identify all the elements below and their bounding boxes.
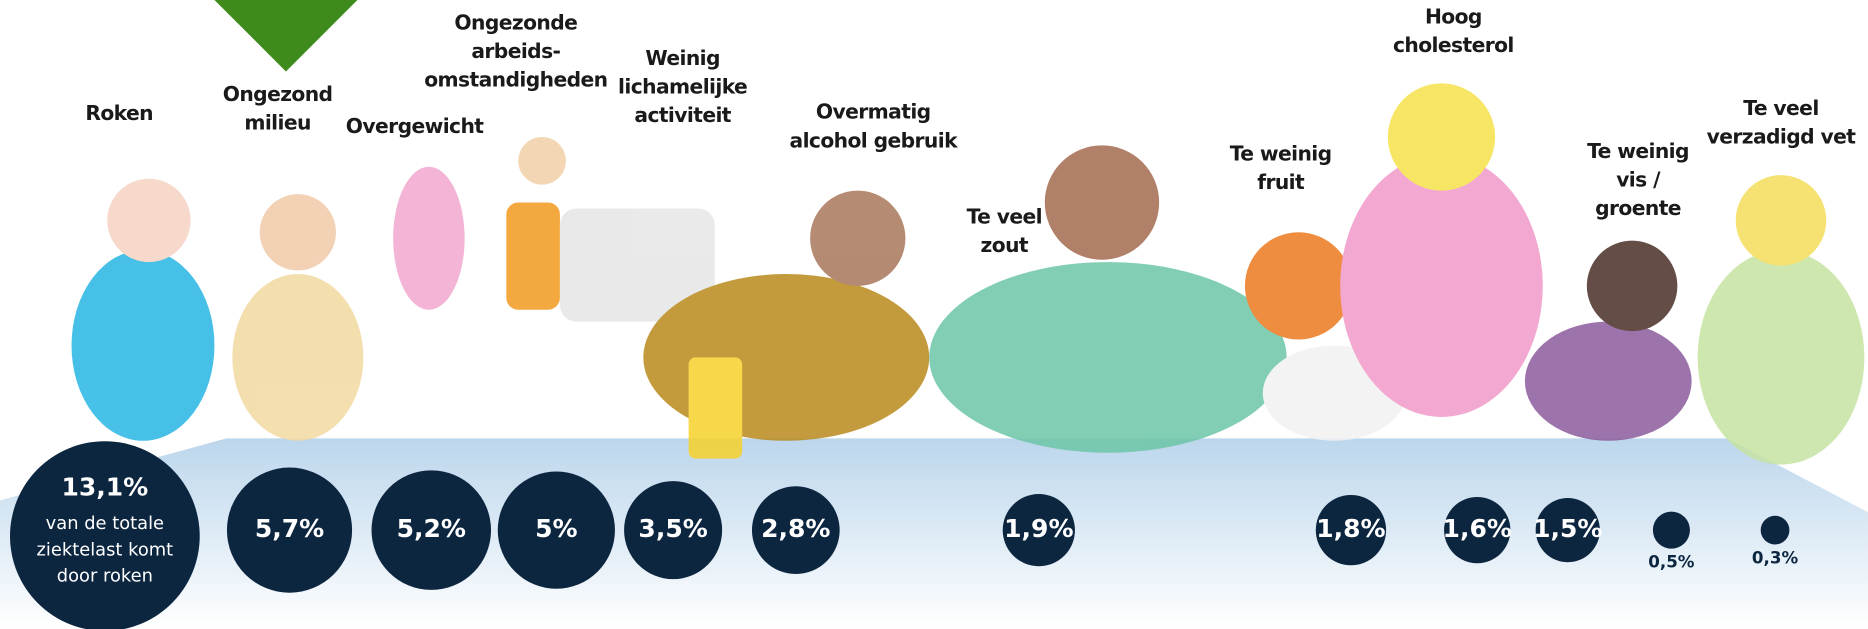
category-label: alcohol gebruik	[790, 128, 959, 152]
category-label: milieu	[244, 110, 311, 134]
category-label: Te weinig	[1587, 139, 1689, 163]
category-label: verzadigd vet	[1707, 125, 1857, 149]
category-label: Te veel	[967, 205, 1042, 229]
value-label: 1,8%	[1316, 514, 1385, 543]
value-label: 13,1%	[61, 472, 148, 501]
category-label: Overmatig	[816, 100, 931, 124]
category-label: arbeids-	[471, 39, 560, 63]
value-label: 5,2%	[397, 514, 466, 543]
value-label: 0,5%	[1648, 552, 1695, 571]
bubble	[10, 441, 200, 629]
category-label: Te veel	[1743, 96, 1818, 120]
category-label: Overgewicht	[346, 114, 484, 138]
annotation: van de totale	[46, 513, 164, 534]
infographic: Roken Ongezond milieu Overgewicht Ongezonde a…	[0, 0, 1868, 629]
value-label: 3,5%	[638, 514, 707, 543]
category-label: groente	[1595, 196, 1681, 220]
category-label: Ongezond	[223, 82, 333, 106]
value-label: 5%	[535, 514, 577, 543]
value-label: 1,9%	[1004, 514, 1073, 543]
category-label: cholesterol	[1393, 33, 1514, 57]
category-label: Weinig	[645, 46, 720, 70]
category-label: zout	[981, 233, 1029, 257]
category-label: Roken	[85, 101, 153, 125]
bubble	[1653, 512, 1690, 549]
category-label: omstandigheden	[424, 68, 607, 92]
value-label: 5,7%	[255, 514, 324, 543]
value-label: 2,8%	[761, 514, 830, 543]
annotation: door roken	[57, 566, 153, 587]
marker-triangle	[214, 0, 357, 71]
value-label: 1,6%	[1443, 514, 1512, 543]
category-label: vis /	[1616, 168, 1661, 192]
category-label: Hoog	[1425, 4, 1482, 28]
value-label: 0,3%	[1752, 548, 1799, 567]
category-label: activiteit	[634, 103, 731, 127]
category-label: Ongezonde	[454, 10, 577, 34]
category-label: fruit	[1257, 170, 1305, 194]
category-label: Te weinig	[1230, 141, 1332, 165]
annotation: ziektelast komt	[37, 539, 174, 560]
category-label: lichamelijke	[618, 75, 747, 99]
bubble	[1761, 516, 1790, 545]
value-label: 1,5%	[1533, 514, 1602, 543]
